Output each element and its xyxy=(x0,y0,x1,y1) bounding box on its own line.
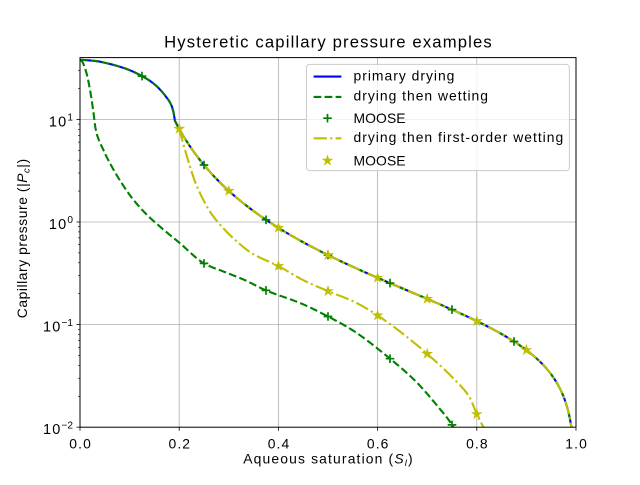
svg-text:0.2: 0.2 xyxy=(169,436,192,452)
svg-text:drying then wetting: drying then wetting xyxy=(354,88,489,104)
svg-text:Hysteretic capillary pressure: Hysteretic capillary pressure examples xyxy=(164,32,493,51)
svg-text:0.6: 0.6 xyxy=(367,436,390,452)
svg-text:primary drying: primary drying xyxy=(354,67,456,83)
svg-text:1.0: 1.0 xyxy=(565,436,588,452)
svg-text:Aqueous saturation (Sl): Aqueous saturation (Sl) xyxy=(243,451,413,469)
svg-text:0.0: 0.0 xyxy=(69,436,92,452)
svg-text:100: 100 xyxy=(49,215,74,233)
svg-text:Capillary pressure (|Pc|): Capillary pressure (|Pc|) xyxy=(14,158,32,318)
svg-text:0.8: 0.8 xyxy=(466,436,489,452)
svg-text:MOOSE: MOOSE xyxy=(354,153,406,169)
svg-text:0.4: 0.4 xyxy=(268,436,291,452)
svg-text:101: 101 xyxy=(49,113,74,131)
svg-text:MOOSE: MOOSE xyxy=(354,110,406,126)
svg-text:drying then first-order wettin: drying then first-order wetting xyxy=(354,129,565,145)
